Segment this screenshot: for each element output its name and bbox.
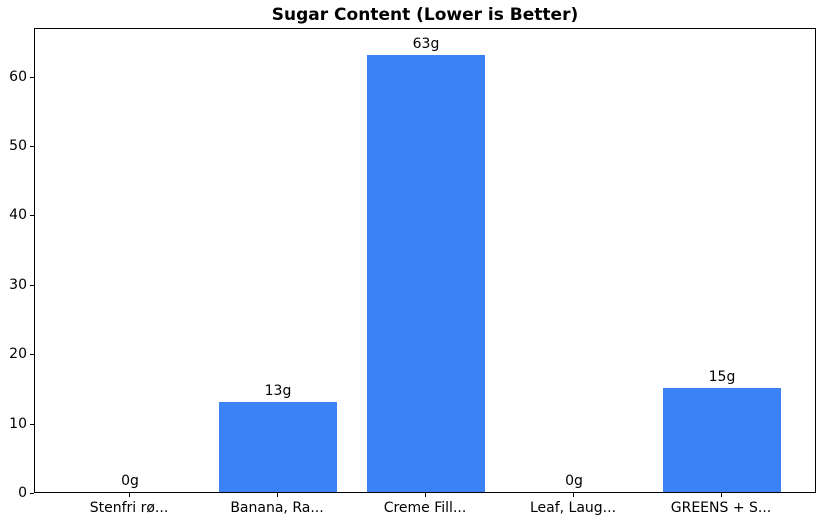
y-tick-mark [30,424,34,425]
y-tick-label: 20 [9,346,27,362]
x-tick-mark [129,493,130,497]
y-tick-label: 10 [9,416,27,432]
bar [367,55,485,492]
x-tick-label: Stenfri rø... [89,500,169,516]
bar [663,388,781,492]
bar-value-label: 63g [412,36,440,52]
x-tick-label: Leaf, Laug... [529,500,617,516]
y-tick-mark [30,285,34,286]
y-tick-label: 50 [9,138,27,154]
y-tick-mark [30,493,34,494]
x-tick-mark [573,493,574,497]
bar-value-label: 0g [565,473,583,489]
y-tick-mark [30,77,34,78]
y-tick-label: 0 [18,485,27,501]
y-tick-mark [30,215,34,216]
x-tick-label: GREENS + S... [670,500,772,516]
x-tick-label: Banana, Ra... [230,500,324,516]
y-tick-mark [30,146,34,147]
plot-area: 0g 13g 63g 0g 15g [34,28,816,493]
chart-title: Sugar Content (Lower is Better) [271,5,579,25]
x-tick-label: Creme Fill... [383,500,467,516]
x-tick-mark [425,493,426,497]
bar-value-label: 0g [121,473,139,489]
x-tick-mark [721,493,722,497]
y-tick-label: 60 [9,69,27,85]
bar-value-label: 15g [708,369,736,385]
bar [219,402,337,492]
x-tick-mark [277,493,278,497]
y-tick-label: 30 [9,277,27,293]
y-tick-label: 40 [9,207,27,223]
bar-value-label: 13g [264,383,292,399]
y-tick-mark [30,354,34,355]
